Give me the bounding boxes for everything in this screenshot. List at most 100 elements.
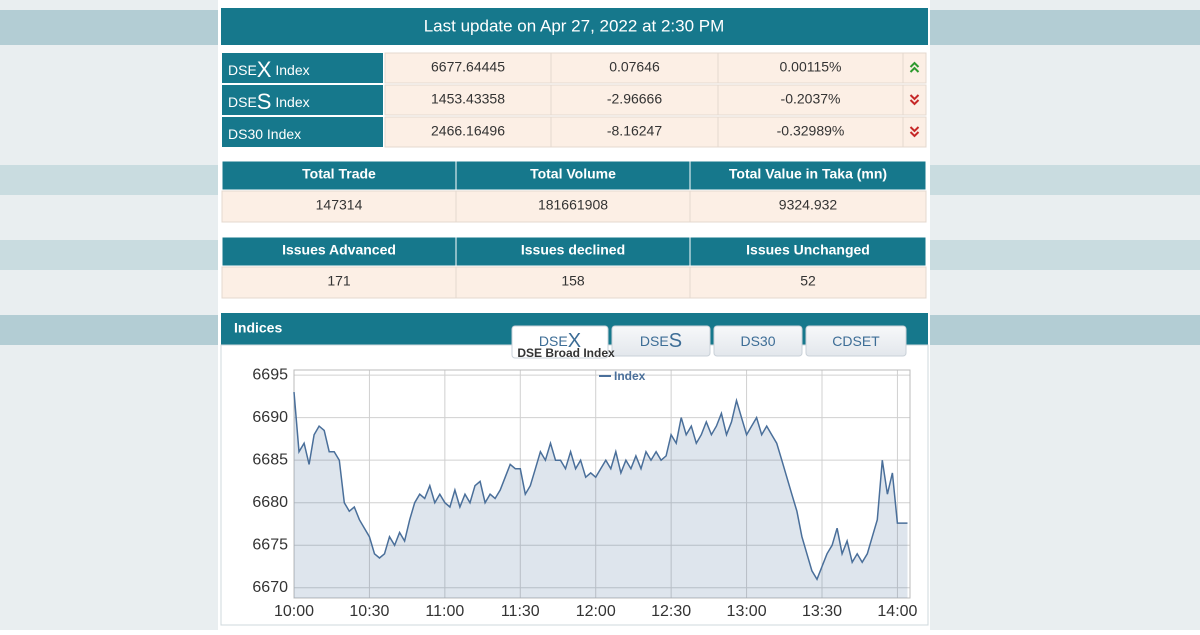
value-cell	[717, 116, 904, 148]
index-percent: -0.2037%	[781, 91, 841, 107]
x-tick-label: 11:30	[501, 603, 540, 620]
text-part: S	[257, 89, 272, 114]
x-tick-label: 11:00	[425, 603, 464, 620]
summary-value-cell	[689, 190, 927, 223]
text-part: X	[257, 57, 272, 82]
y-tick-label: 6695	[252, 366, 288, 383]
summary-header: Total Trade	[302, 166, 376, 182]
value-cell	[550, 116, 719, 148]
tab-label: DSEX	[539, 330, 581, 352]
header-title: Last update on Apr 27, 2022 at 2:30 PM	[424, 16, 725, 35]
summary-value: 52	[800, 273, 816, 289]
tab-label: CDSET	[832, 333, 880, 349]
summary-header: Total Volume	[530, 166, 616, 182]
blur-band	[0, 240, 220, 270]
x-tick-label: 14:00	[877, 603, 917, 620]
summary-header-cell	[221, 236, 457, 267]
trend-arrow	[909, 61, 920, 68]
index-label-cell	[222, 53, 383, 83]
y-tick-label: 6690	[252, 409, 288, 426]
value-cell	[717, 52, 904, 84]
tab[interactable]	[611, 325, 711, 357]
index-label-cell	[222, 85, 383, 115]
index-name: DSES Index	[228, 89, 310, 114]
summary-header: Issues declined	[521, 242, 625, 258]
x-tick-label: 13:30	[802, 603, 842, 620]
index-value: 2466.16496	[431, 123, 505, 139]
blur-band	[0, 165, 220, 195]
summary-header: Total Value in Taka (mn)	[729, 166, 887, 182]
text-part: Index	[271, 94, 309, 110]
legend-label: Index	[614, 369, 646, 383]
area	[294, 392, 908, 598]
value-cell	[384, 52, 552, 84]
summary-value: 158	[561, 273, 585, 289]
index-value: 1453.43358	[431, 91, 505, 107]
trend-arrow	[909, 94, 920, 101]
summary-header: Issues Unchanged	[746, 242, 870, 258]
tab[interactable]	[511, 325, 609, 359]
summary-value-cell	[689, 266, 927, 299]
summary-value: 147314	[316, 197, 363, 213]
summary-value: 171	[327, 273, 351, 289]
text-part: Index	[271, 62, 309, 78]
text-part: DSE	[539, 333, 568, 349]
blur-band	[0, 10, 220, 45]
index-change: 0.07646	[609, 59, 660, 75]
y-tick-label: 6680	[252, 494, 288, 511]
summary-header-cell	[689, 160, 927, 191]
tab-label: DSES	[640, 330, 682, 352]
blur-band	[930, 165, 1200, 195]
trend-arrow	[909, 99, 920, 106]
blur-band	[930, 10, 1200, 45]
summary-header-cell	[455, 236, 691, 267]
index-label-cell	[222, 117, 383, 147]
tab[interactable]	[713, 325, 803, 357]
value-cell	[550, 84, 719, 116]
text-part: X	[568, 330, 581, 352]
text-part: DSE	[640, 333, 669, 349]
y-tick-label: 6685	[252, 451, 288, 468]
index-percent: -0.32989%	[777, 123, 845, 139]
index-name: DSEX Index	[228, 57, 310, 82]
summary-header: Issues Advanced	[282, 242, 396, 258]
x-tick-label: 10:00	[274, 603, 314, 620]
tab-label: DS30	[740, 333, 775, 349]
index-name: DS30 Index	[228, 126, 301, 142]
text-part: S	[669, 330, 682, 352]
trend-arrow	[909, 66, 920, 73]
text-part: DSE	[228, 94, 257, 110]
index-change: -2.96666	[607, 91, 662, 107]
tab[interactable]	[805, 325, 907, 357]
trend-arrow	[909, 131, 920, 138]
summary-value-cell	[221, 190, 457, 223]
blur-band	[930, 240, 1200, 270]
summary-value-cell	[221, 266, 457, 299]
line	[293, 392, 908, 581]
text-part: DSE	[228, 62, 257, 78]
y-tick-label: 6670	[252, 579, 288, 596]
blur-band	[930, 315, 1200, 345]
index-percent: 0.00115%	[779, 59, 841, 75]
value-cell	[384, 116, 552, 148]
text-part: DS30	[740, 333, 775, 349]
summary-header-cell	[689, 236, 927, 267]
summary-value: 9324.932	[779, 197, 838, 213]
text-part: DS30 Index	[228, 126, 301, 142]
plot-border	[293, 369, 911, 599]
chart-title: DSE Broad Index	[517, 346, 615, 360]
blur-band	[0, 315, 220, 345]
index-change: -8.16247	[607, 123, 662, 139]
text-part: CDSET	[832, 333, 880, 349]
summary-header-cell	[221, 160, 457, 191]
header-bar	[221, 8, 928, 45]
y-tick-label: 6675	[252, 536, 288, 553]
panel-title: Indices	[234, 320, 282, 336]
value-cell	[384, 84, 552, 116]
summary-header-cell	[455, 160, 691, 191]
x-tick-label: 13:00	[727, 603, 767, 620]
summary-value: 181661908	[538, 197, 608, 213]
x-tick-label: 12:00	[576, 603, 616, 620]
